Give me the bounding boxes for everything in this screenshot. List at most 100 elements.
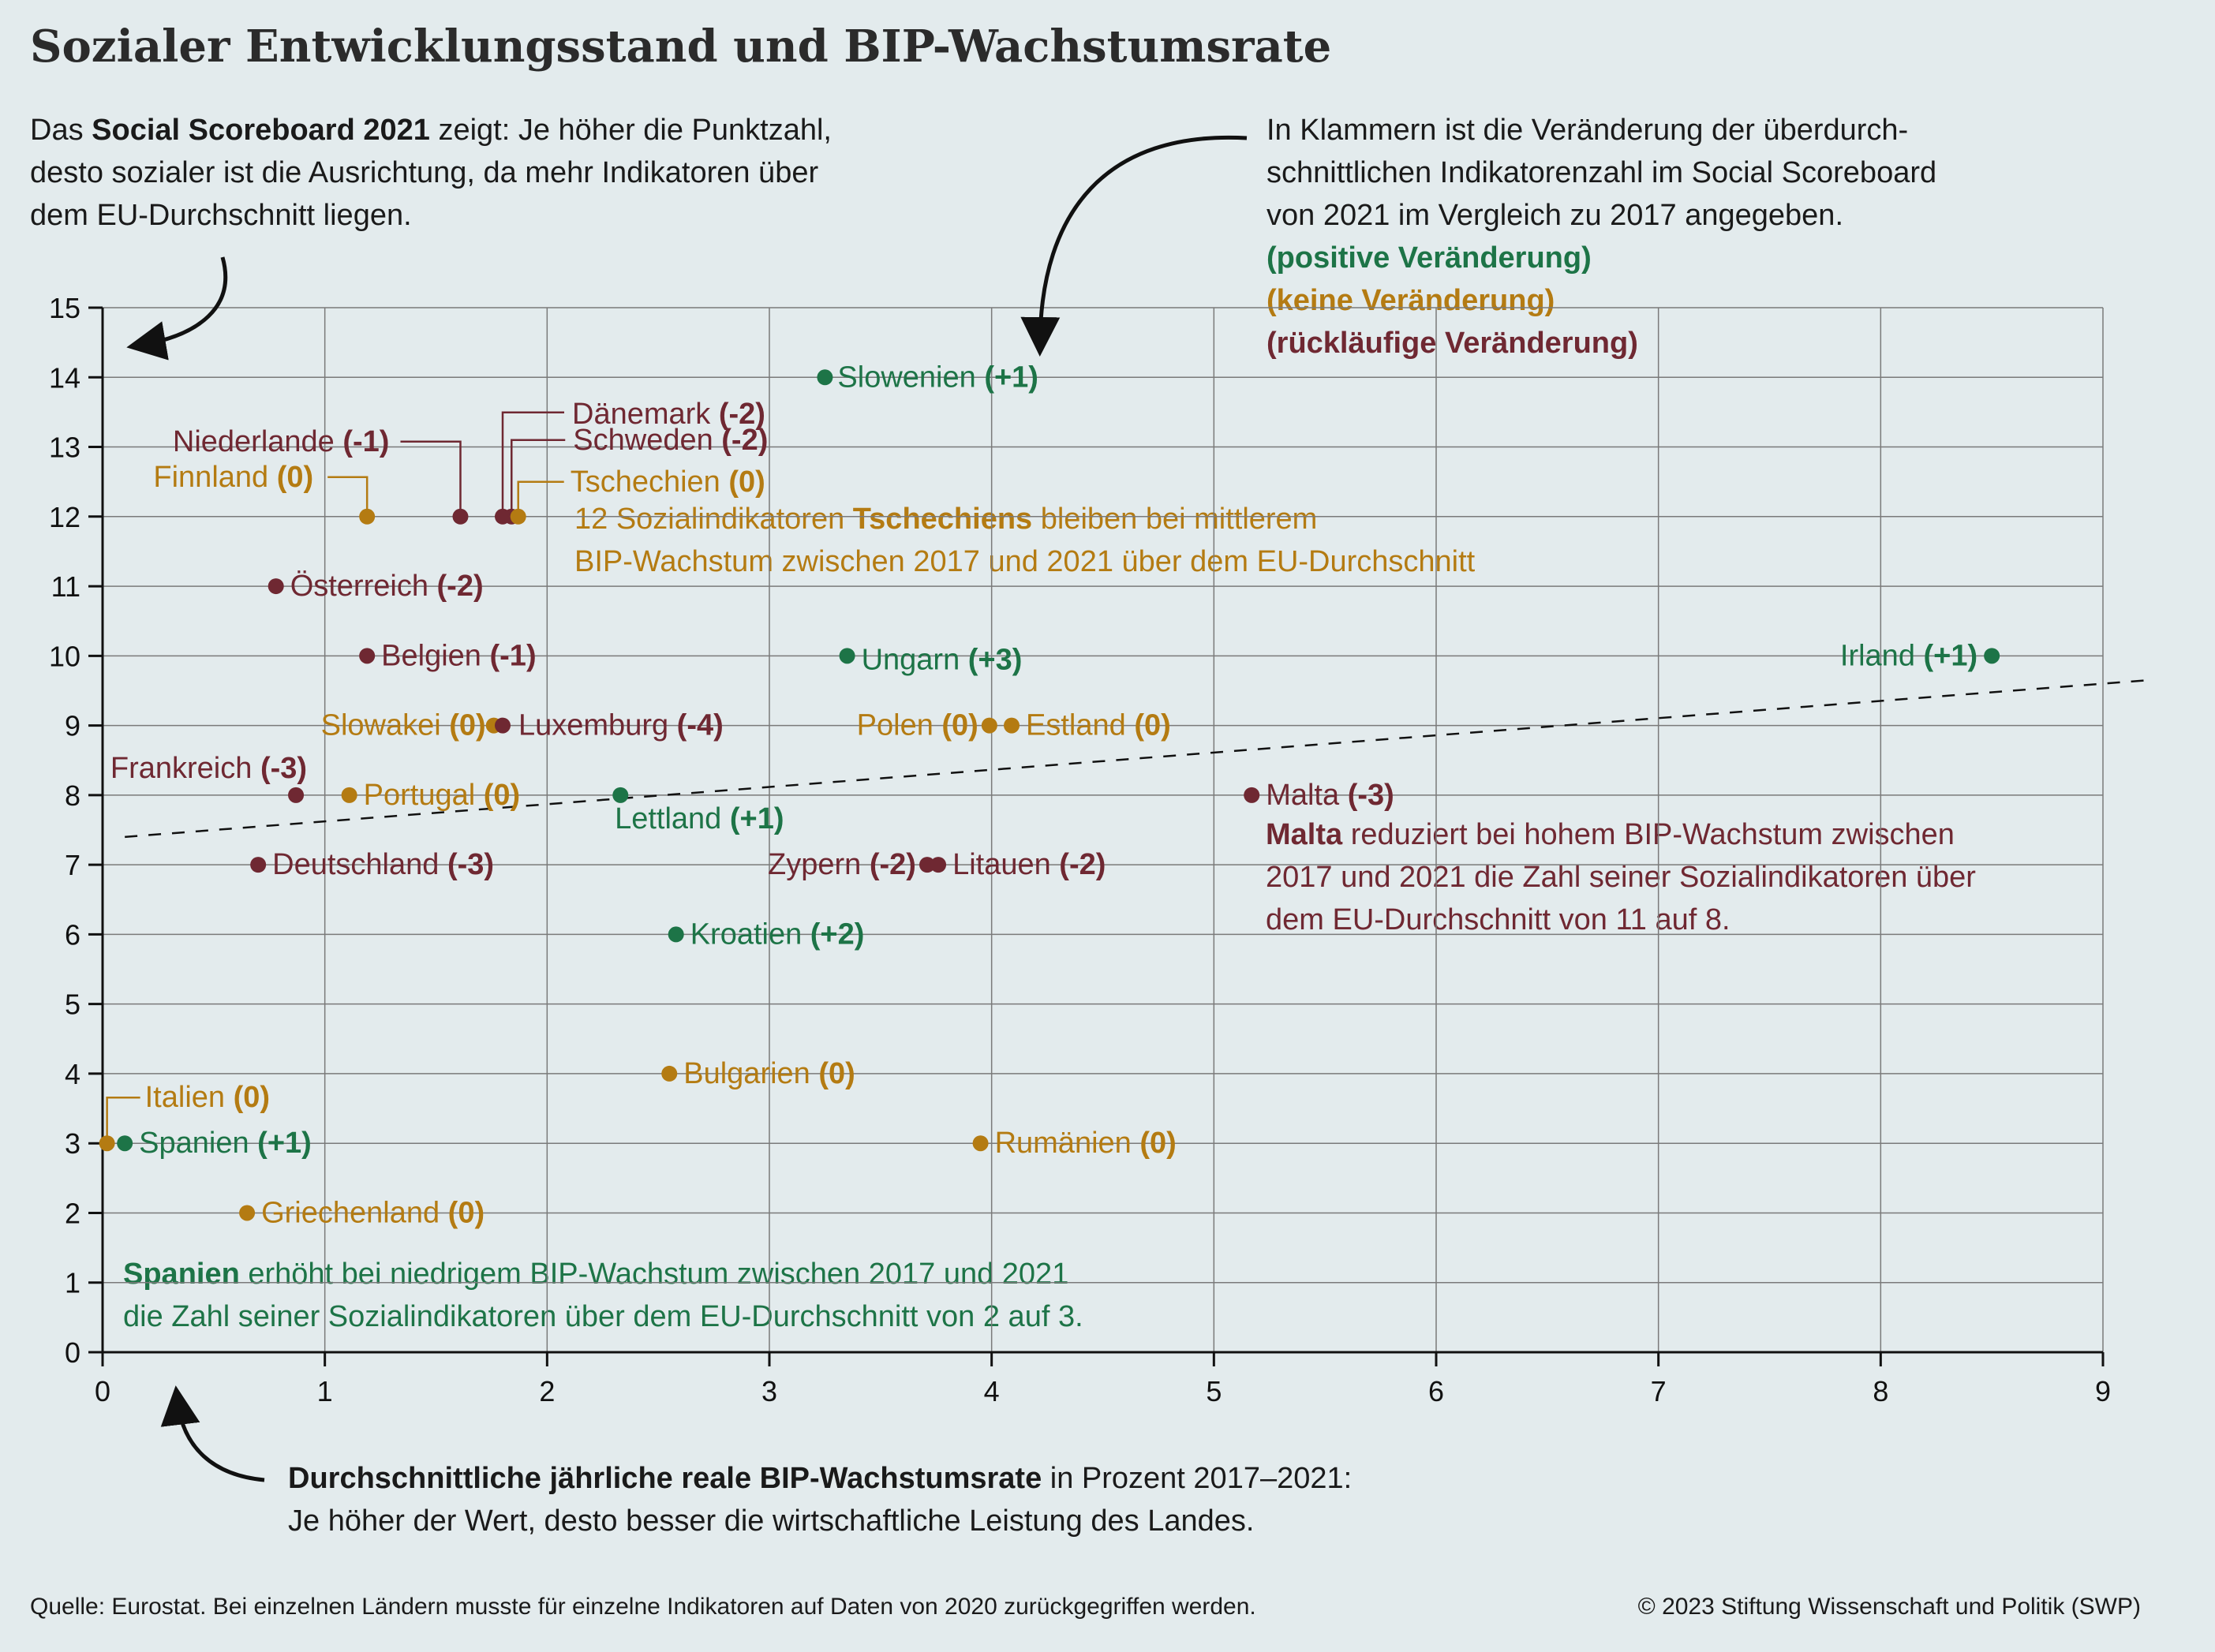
x-caption-arrow — [160, 1385, 265, 1482]
annotation-malta: Malta reduziert bei hohem BIP-Wachstum z… — [1266, 813, 1976, 941]
y-tick-label: 13 — [49, 432, 80, 464]
point-rumänien — [972, 1135, 989, 1152]
label-belgien: Belgien (-1) — [381, 639, 536, 672]
y-tick-label: 14 — [49, 361, 80, 394]
data-points — [99, 369, 2000, 1221]
intro-line2: desto sozialer ist die Ausrichtung, da m… — [30, 156, 819, 189]
annotation-czech-bold: Tschechiens — [852, 503, 1033, 536]
annotation-czech-pre: 12 Sozialindikatoren — [574, 503, 853, 536]
y-tick-label: 11 — [51, 570, 80, 603]
point-labels: Slowenien (+1) Dänemark (-2) Niederlande (… — [110, 361, 1977, 1229]
leader-line-schweden — [511, 439, 566, 517]
label-slowakei: Slowakei (0) — [321, 709, 486, 742]
y-tick-label: 9 — [65, 710, 80, 742]
label-italien: Italien (0) — [145, 1081, 270, 1114]
x-tick-label: 2 — [539, 1375, 555, 1407]
annotation-czech: 12 Sozialindikatoren Tschechiens bleiben… — [574, 498, 1475, 583]
leader-line-tschechien — [517, 480, 564, 517]
point-malta — [1244, 787, 1260, 803]
legend: In Klammern ist die Veränderung der über… — [1267, 109, 1936, 364]
label-ungarn: Ungarn (+3) — [862, 643, 1023, 676]
point-portugal — [341, 787, 357, 803]
leader-line-finnland — [327, 476, 369, 517]
y-tick-label: 5 — [65, 989, 80, 1021]
y-tick-label: 6 — [65, 918, 80, 951]
intro-arrow — [126, 256, 228, 361]
x-tick-label: 1 — [317, 1375, 333, 1407]
label-rumänien: Rumänien (0) — [995, 1127, 1177, 1160]
point-estland — [1004, 717, 1020, 734]
label-niederlande: Niederlande (-1) — [173, 425, 390, 458]
leader-line-dänemark — [501, 411, 564, 517]
annotation-malta-post: reduziert bei hohem BIP-Wachstum zwische… — [1342, 818, 1955, 851]
intro-line1-pre: Das — [30, 114, 92, 147]
intro-text: Das Social Scoreboard 2021 zeigt: Je höh… — [30, 109, 832, 237]
point-deutschland — [250, 857, 267, 873]
point-österreich — [268, 578, 284, 595]
copyright: © 2023 Stiftung Wissenschaft und Politik… — [1637, 1594, 2141, 1620]
label-schweden: Schweden (-2) — [573, 424, 768, 457]
label-kroatien: Kroatien (+2) — [690, 918, 865, 951]
point-frankreich — [288, 787, 305, 803]
x-tick-label: 9 — [2095, 1375, 2111, 1407]
x-caption-post: in Prozent 2017–2021: — [1042, 1462, 1353, 1495]
label-tschechien: Tschechien (0) — [571, 465, 765, 499]
label-dänemark: Dänemark (-2) — [572, 398, 765, 431]
x-tick-label: 4 — [984, 1375, 1000, 1407]
x-axis-caption: Durchschnittliche jährliche reale BIP-Wa… — [288, 1457, 1352, 1542]
annotation-czech-line2: BIP-Wachstum zwischen 2017 und 2021 über… — [574, 545, 1476, 578]
trendline — [125, 678, 2148, 839]
label-irland: Irland (+1) — [1840, 639, 1977, 672]
label-estland: Estland (0) — [1026, 709, 1171, 742]
point-belgien — [359, 648, 376, 664]
intro-line1-bold: Social Scoreboard 2021 — [92, 114, 430, 147]
annotation-czech-post: bleiben bei mittlerem — [1032, 503, 1318, 536]
y-tick-label: 12 — [49, 501, 80, 533]
label-frankreich: Frankreich (-3) — [110, 752, 307, 785]
leader-line-niederlande — [400, 440, 462, 517]
label-slowenien: Slowenien (+1) — [837, 361, 1038, 394]
source-note: Quelle: Eurostat. Bei einzelnen Ländern … — [30, 1594, 1256, 1620]
leader-line-italien — [106, 1096, 140, 1144]
y-tick-label: 8 — [65, 779, 80, 812]
x-tick-label: 3 — [761, 1375, 777, 1407]
annotation-malta-line2: 2017 und 2021 die Zahl seiner Sozialindi… — [1266, 861, 1976, 894]
annotation-spain-line2: die Zahl seiner Sozialindikatoren über d… — [123, 1300, 1083, 1333]
label-luxemburg: Luxemburg (-4) — [518, 709, 724, 742]
legend-line1: In Klammern ist die Veränderung der über… — [1267, 114, 1909, 147]
label-spanien: Spanien (+1) — [139, 1127, 312, 1160]
grid-lines — [103, 307, 2104, 1352]
y-tick-label: 7 — [65, 849, 80, 881]
x-tick-label: 8 — [1873, 1375, 1888, 1407]
point-polen — [981, 717, 997, 734]
y-tick-label: 2 — [65, 1197, 80, 1229]
x-caption-line2: Je höher der Wert, desto besser die wirt… — [288, 1504, 1255, 1538]
chart-title: Sozialer Entwicklungsstand und BIP-Wachs… — [30, 21, 1332, 73]
label-portugal: Portugal (0) — [364, 779, 521, 812]
annotation-malta-bold: Malta — [1266, 818, 1343, 851]
x-tick-label: 6 — [1428, 1375, 1444, 1407]
annotation-spain: Spanien erhöht bei niedrigem BIP-Wachstu… — [123, 1253, 1083, 1338]
point-spanien — [117, 1135, 133, 1152]
point-ungarn — [839, 648, 855, 664]
point-zypern — [919, 857, 935, 873]
label-malta: Malta (-3) — [1266, 779, 1394, 812]
label-bulgarien: Bulgarien (0) — [683, 1057, 855, 1090]
annotation-spain-post: erhöht bei niedrigem BIP-Wachstum zwisch… — [239, 1258, 1069, 1291]
label-finnland: Finnland (0) — [153, 461, 313, 494]
point-griechenland — [239, 1205, 256, 1221]
legend-line2: schnittlichen Indikatorenzahl im Social … — [1267, 156, 1937, 189]
label-österreich: Österreich (-2) — [290, 570, 484, 603]
legend-negative: (rückläufige Veränderung) — [1267, 327, 1638, 360]
intro-line3: dem EU-Durchschnitt liegen. — [30, 199, 412, 232]
x-tick-label: 7 — [1651, 1375, 1667, 1407]
point-niederlande — [452, 508, 469, 525]
point-litauen — [930, 857, 947, 873]
point-kroatien — [668, 926, 684, 943]
point-slowenien — [817, 369, 833, 386]
point-luxemburg — [495, 717, 511, 734]
label-griechenland: Griechenland (0) — [261, 1196, 485, 1229]
annotation-arrows — [126, 135, 1248, 1482]
point-irland — [1984, 648, 2000, 664]
